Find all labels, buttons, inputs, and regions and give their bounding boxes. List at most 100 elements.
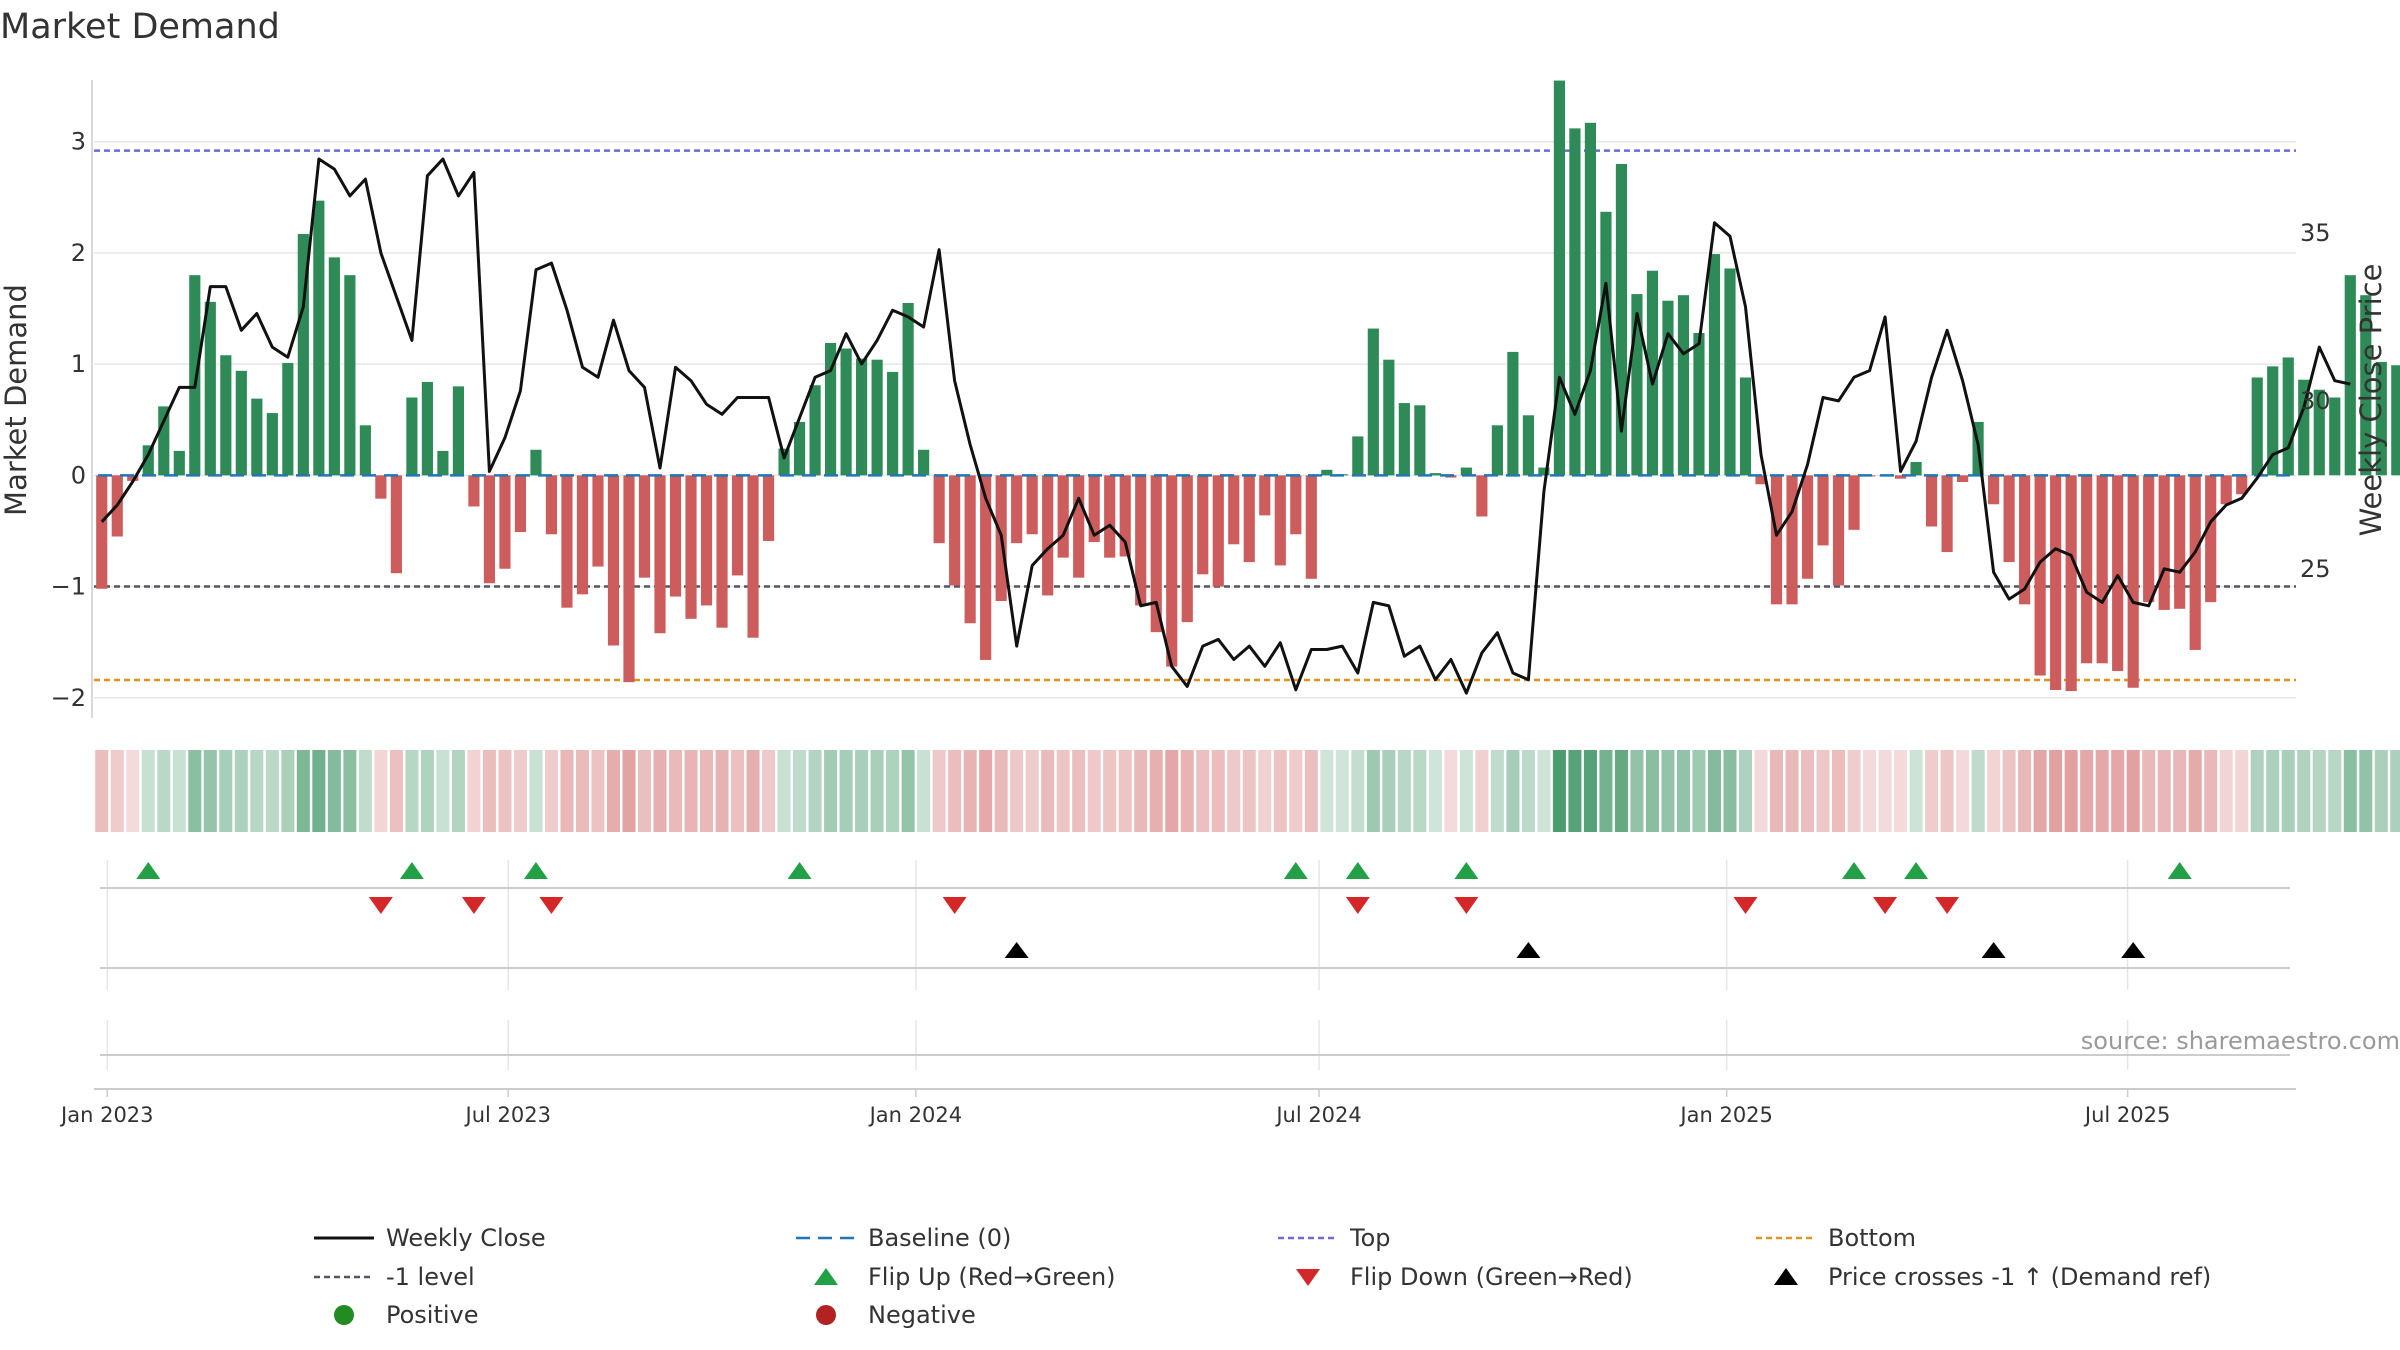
heat-cell xyxy=(2095,750,2109,832)
heat-cell xyxy=(2018,750,2032,832)
heat-cell xyxy=(700,750,714,832)
heat-cell xyxy=(1382,750,1396,832)
demand-bar-negative xyxy=(1801,475,1814,579)
heat-cell xyxy=(2250,750,2264,832)
heat-cell xyxy=(824,750,838,832)
heat-cell xyxy=(1459,750,1473,832)
demand-bar-negative xyxy=(1926,475,1938,527)
demand-bar-positive xyxy=(1615,163,1628,476)
heat-cell xyxy=(1475,750,1489,832)
flip-up-marker xyxy=(399,862,424,879)
heat-cell xyxy=(2142,750,2156,832)
heat-cell xyxy=(95,750,109,832)
price-cross-marker xyxy=(2121,942,2146,958)
legend-swatch-flip-up xyxy=(814,1268,838,1285)
demand-bar-negative xyxy=(607,475,620,646)
heat-cell xyxy=(808,750,822,832)
heat-cell xyxy=(2359,750,2373,832)
demand-bar-positive xyxy=(1522,415,1534,476)
price-cross-marker xyxy=(1004,942,1029,958)
heat-cell xyxy=(2033,750,2047,832)
heat-cell xyxy=(901,750,915,832)
heat-cell xyxy=(870,750,884,832)
heat-cell xyxy=(1025,750,1039,832)
flip-down-marker xyxy=(1873,897,1898,914)
demand-bar-negative xyxy=(2112,475,2124,672)
heat-cell xyxy=(963,750,977,832)
heat-cell xyxy=(979,750,993,832)
demand-bar-positive xyxy=(1584,122,1597,476)
heat-cell xyxy=(2111,750,2125,832)
price-cross-marker xyxy=(1981,942,2006,958)
heat-cell xyxy=(1165,750,1179,832)
legend-item: Positive xyxy=(334,1301,479,1329)
demand-bar-positive xyxy=(918,449,930,476)
demand-bar-positive xyxy=(189,275,201,476)
demand-bar-positive xyxy=(1646,270,1659,476)
legend-item: -1 level xyxy=(314,1263,475,1291)
y-axis-label-left: Market Demand xyxy=(0,284,33,516)
demand-bar-positive xyxy=(1352,436,1364,476)
heat-cell xyxy=(1738,750,1753,832)
demand-bar-positive xyxy=(437,450,449,476)
heat-cell xyxy=(1676,750,1690,832)
heat-cell xyxy=(855,750,869,832)
heat-cell xyxy=(1056,750,1070,832)
demand-bar-negative xyxy=(2236,475,2248,495)
demand-bar-negative xyxy=(964,475,976,624)
demand-bar-negative xyxy=(716,475,728,628)
heat-cell xyxy=(1506,750,1520,832)
demand-bar-negative xyxy=(1274,475,1286,566)
heat-cell xyxy=(1258,750,1272,832)
heat-cell xyxy=(2002,750,2016,832)
heat-cell xyxy=(1351,750,1365,832)
demand-bar-positive xyxy=(204,301,216,476)
heat-cell xyxy=(886,750,900,832)
demand-bar-negative xyxy=(1305,475,1317,579)
heat-cell xyxy=(2328,750,2342,832)
heat-cell xyxy=(1847,750,1861,832)
flip-down-marker xyxy=(368,897,393,914)
demand-bar-negative xyxy=(390,475,402,574)
heat-cell xyxy=(684,750,698,832)
heat-cell xyxy=(451,750,465,832)
heat-cell xyxy=(591,750,605,832)
heat-cell xyxy=(1490,750,1504,832)
heat-cell xyxy=(1723,750,1737,832)
demand-bar-positive xyxy=(778,448,790,476)
demand-bar-negative xyxy=(685,475,697,619)
demand-bar-positive xyxy=(328,257,340,476)
legend-swatch-positive xyxy=(334,1305,354,1325)
flip-up-marker xyxy=(136,862,161,879)
demand-bar-positive xyxy=(266,413,278,476)
heat-cell xyxy=(2064,750,2078,832)
event-markers xyxy=(136,862,2192,958)
demand-bar-positive xyxy=(297,234,309,476)
heat-cell xyxy=(2188,750,2202,832)
demand-bar-positive xyxy=(421,381,433,476)
heat-cell xyxy=(1196,750,1210,832)
demand-bar-negative xyxy=(1817,475,1829,546)
heat-cell xyxy=(777,750,791,832)
flip-down-marker xyxy=(942,897,967,914)
demand-bar-negative xyxy=(1119,475,1131,557)
heat-cell xyxy=(2204,750,2218,832)
demand-bar-negative xyxy=(1150,475,1162,633)
heat-cell xyxy=(1289,750,1303,832)
demand-bar-negative xyxy=(669,475,682,597)
demand-bar-negative xyxy=(623,475,635,683)
demand-bar-negative xyxy=(576,475,589,595)
heat-cell xyxy=(1816,750,1830,832)
demand-bar-negative xyxy=(949,475,961,586)
legend-label: Price crosses -1 ↑ (Demand ref) xyxy=(1828,1263,2211,1291)
demand-bar-positive xyxy=(235,370,247,476)
heat-cell xyxy=(1366,750,1380,832)
source-label: source: sharemaestro.com xyxy=(2081,1027,2400,1055)
heat-cell xyxy=(141,750,155,832)
demand-bar-positive xyxy=(1600,211,1612,476)
heat-cell xyxy=(1878,750,1892,832)
legend-label: Flip Down (Green→Red) xyxy=(1350,1263,1633,1291)
legend: Weekly Close Baseline (0) Top Bottom -1 leve… xyxy=(314,1224,2211,1329)
demand-bar-positive xyxy=(1491,425,1503,476)
demand-bar-negative xyxy=(638,475,651,578)
